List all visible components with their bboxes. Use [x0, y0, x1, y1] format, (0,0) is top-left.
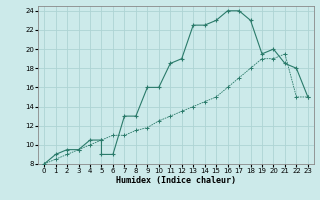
X-axis label: Humidex (Indice chaleur): Humidex (Indice chaleur): [116, 176, 236, 185]
